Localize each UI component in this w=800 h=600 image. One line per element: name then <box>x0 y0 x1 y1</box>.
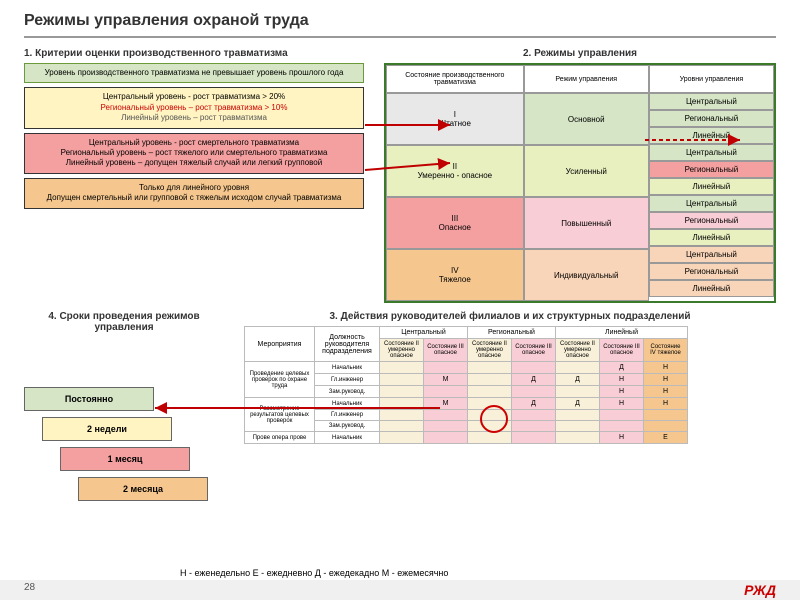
section-3: 3. Действия руководителей филиалов и их … <box>244 311 776 507</box>
crit-box-2: Центральный уровень - рост травматизма >… <box>24 87 364 128</box>
highlight-circle <box>480 405 508 433</box>
footer: 28 РЖД <box>0 580 800 600</box>
sec4-heading: 4. Сроки проведения режимов управления <box>24 311 224 333</box>
page-number: 28 <box>24 582 35 593</box>
section-1: 1. Критерии оценки производственного тра… <box>24 48 364 303</box>
legend: Н - еженедельно Е - ежедневно Д - ежедек… <box>180 568 448 578</box>
divider <box>24 36 776 38</box>
section-4: 4. Сроки проведения режимов управления П… <box>24 311 224 507</box>
sec3-heading: 3. Действия руководителей филиалов и их … <box>244 311 776 322</box>
modes-table: Состояние производственного травматизмаI… <box>384 63 776 303</box>
section-2: 2. Режимы управления Состояние производс… <box>384 48 776 303</box>
sec2-heading: 2. Режимы управления <box>384 48 776 59</box>
sec1-heading: 1. Критерии оценки производственного тра… <box>24 48 364 59</box>
actions-table: МероприятияДолжность руководителя подраз… <box>244 326 688 444</box>
page-title: Режимы управления охраной труда <box>24 12 776 30</box>
logo: РЖД <box>744 582 776 598</box>
crit-box-3: Центральный уровень - рост смертельного … <box>24 133 364 174</box>
crit-box-4: Только для линейного уровня Допущен смер… <box>24 178 364 209</box>
crit-box-1: Уровень производственного травматизма не… <box>24 63 364 83</box>
